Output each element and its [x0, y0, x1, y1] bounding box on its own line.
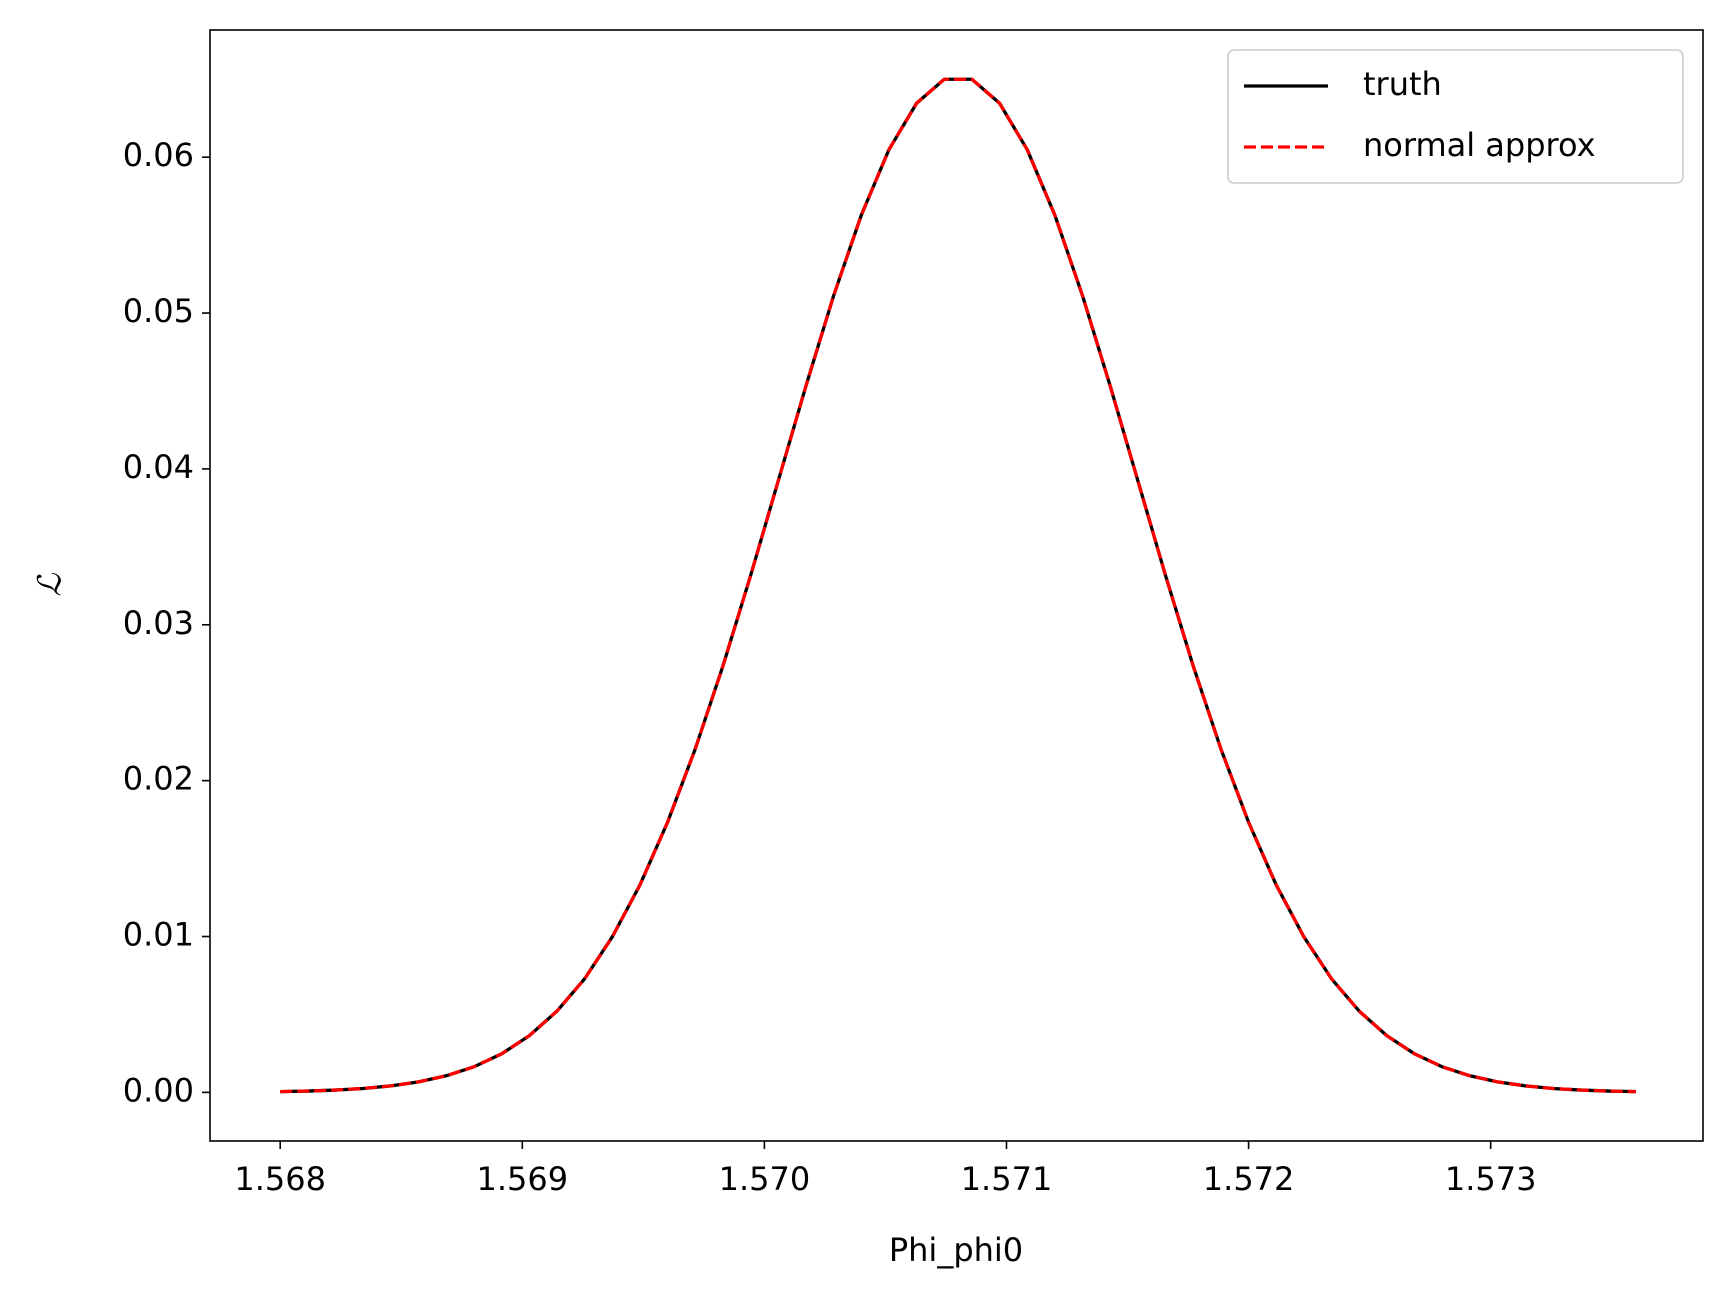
legend-label: truth — [1363, 65, 1442, 103]
y-tick-label: 0.06 — [123, 136, 194, 174]
x-tick-label: 1.570 — [719, 1160, 811, 1198]
x-tick-label: 1.568 — [234, 1160, 326, 1198]
y-tick-label: 0.03 — [123, 604, 194, 642]
series-line — [280, 77, 1636, 1094]
series-line — [280, 77, 1636, 1094]
x-tick-label: 1.572 — [1203, 1160, 1295, 1198]
y-tick-label: 0.01 — [123, 916, 194, 954]
x-tick-label: 1.573 — [1445, 1160, 1537, 1198]
x-tick-label: 1.571 — [961, 1160, 1053, 1198]
x-tick-label: 1.569 — [476, 1160, 568, 1198]
legend-box — [1227, 49, 1684, 184]
plot-frame — [209, 29, 1704, 1142]
y-tick-label: 0.04 — [123, 448, 194, 486]
x-axis-label: Phi_phi0 — [889, 1231, 1023, 1269]
legend-label: normal approx — [1363, 126, 1596, 164]
y-tick-label: 0.05 — [123, 292, 194, 330]
y-tick-label: 0.02 — [123, 760, 194, 798]
y-tick-label: 0.00 — [123, 1071, 194, 1109]
y-axis-label: ℒ — [31, 573, 69, 597]
